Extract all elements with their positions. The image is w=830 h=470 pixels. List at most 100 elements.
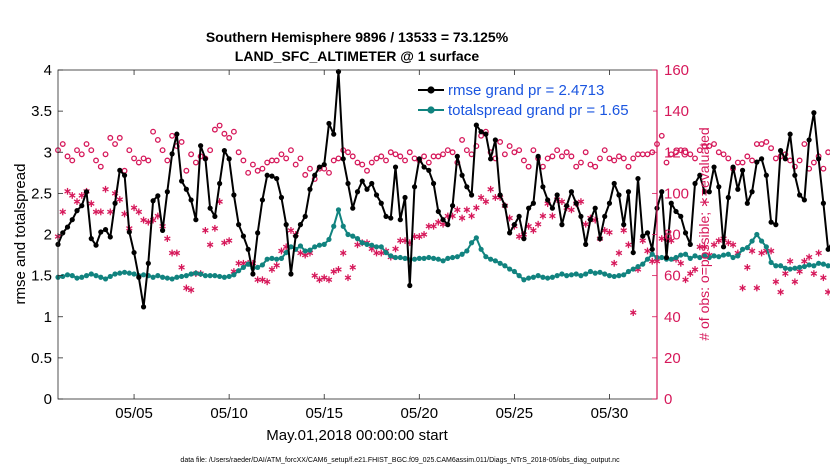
spread-point bbox=[497, 260, 503, 266]
possible-obs-marker bbox=[221, 130, 228, 137]
possible-obs-marker bbox=[78, 151, 85, 158]
possible-obs-marker bbox=[563, 149, 570, 156]
rmse-point bbox=[183, 186, 189, 192]
rmse-point bbox=[758, 156, 765, 162]
possible-obs-marker bbox=[302, 171, 309, 178]
possible-obs-marker bbox=[411, 155, 418, 162]
evaluated-obs-marker bbox=[235, 259, 242, 267]
asterisk-stroke bbox=[102, 186, 109, 192]
evaluated-obs-marker bbox=[648, 257, 656, 265]
rmse-point bbox=[711, 164, 717, 170]
spread-point bbox=[236, 268, 242, 274]
rmse-point bbox=[673, 208, 679, 215]
asterisk-stroke bbox=[687, 271, 694, 276]
spread-point bbox=[730, 254, 736, 261]
rmse-point bbox=[83, 189, 90, 195]
rmse-point bbox=[126, 229, 132, 235]
y-tick-label-right: 60 bbox=[664, 268, 681, 285]
evaluated-obs-marker bbox=[392, 245, 399, 253]
possible-obs-marker bbox=[364, 167, 370, 174]
possible-obs-marker bbox=[696, 147, 703, 154]
spread-point bbox=[169, 276, 175, 282]
asterisk-stroke bbox=[473, 205, 480, 211]
spread-point bbox=[697, 254, 703, 261]
spread-point bbox=[825, 263, 830, 269]
spread-point bbox=[606, 273, 613, 279]
evaluated-obs-marker bbox=[620, 226, 627, 234]
spread-point bbox=[811, 263, 817, 269]
possible-obs-marker bbox=[240, 157, 247, 164]
evaluated-obs-marker bbox=[687, 270, 694, 277]
asterisk-stroke bbox=[145, 219, 152, 225]
spread-point bbox=[554, 273, 560, 279]
rmse-point bbox=[193, 217, 199, 223]
asterisk-stroke bbox=[330, 269, 337, 274]
possible-obs-marker bbox=[387, 149, 394, 156]
chart-title-line2: LAND_SFC_ALTIMETER @ 1 surface bbox=[235, 48, 480, 64]
spread-point bbox=[516, 273, 522, 279]
spread-point bbox=[226, 273, 232, 280]
x-axis-label: May.01,2018 00:00:00 start bbox=[266, 427, 448, 444]
asterisk-stroke bbox=[610, 261, 618, 266]
spread-point bbox=[164, 275, 170, 281]
evaluated-obs-marker bbox=[667, 237, 675, 245]
rmse-point bbox=[535, 153, 541, 159]
y-tick-label-left: 3 bbox=[44, 144, 52, 161]
spread-point bbox=[749, 238, 755, 244]
possible-obs-marker bbox=[820, 165, 827, 172]
evaluated-obs-marker bbox=[786, 257, 794, 265]
rmse-point bbox=[521, 236, 527, 242]
rmse-point bbox=[435, 208, 441, 215]
asterisk-stroke bbox=[97, 209, 105, 215]
rmse-point bbox=[411, 184, 418, 190]
rmse-point bbox=[706, 189, 712, 195]
asterisk-stroke bbox=[206, 242, 214, 248]
rmse-point bbox=[307, 186, 313, 192]
evaluated-obs-marker bbox=[88, 200, 95, 208]
asterisk-stroke bbox=[278, 248, 285, 254]
possible-obs-marker bbox=[459, 136, 466, 143]
evaluated-obs-marker bbox=[606, 229, 613, 236]
rmse-point bbox=[64, 224, 71, 230]
possible-obs-marker bbox=[796, 157, 803, 164]
legend-rmse-marker bbox=[427, 86, 435, 94]
evaluated-obs-marker bbox=[78, 192, 86, 199]
rmse-point bbox=[340, 156, 346, 162]
rmse-point bbox=[98, 229, 104, 235]
evaluated-obs-marker bbox=[610, 259, 618, 267]
rmse-point bbox=[678, 213, 684, 220]
possible-obs-marker bbox=[178, 139, 185, 145]
possible-obs-marker bbox=[159, 147, 166, 154]
rmse-point bbox=[773, 222, 779, 228]
spread-point bbox=[592, 270, 598, 276]
possible-obs-marker bbox=[616, 153, 622, 160]
asterisk-stroke bbox=[606, 230, 613, 235]
spread-point bbox=[359, 240, 365, 246]
possible-obs-marker bbox=[668, 151, 675, 158]
spread-point bbox=[392, 254, 399, 261]
possible-obs-marker bbox=[525, 163, 532, 170]
possible-obs-marker bbox=[383, 157, 389, 164]
evaluated-obs-marker bbox=[339, 249, 347, 257]
asterisk-stroke bbox=[682, 277, 689, 283]
asterisk-stroke bbox=[539, 213, 547, 219]
rmse-point bbox=[164, 189, 170, 195]
rmse-point bbox=[245, 246, 251, 252]
asterisk-stroke bbox=[211, 226, 219, 231]
possible-obs-marker bbox=[430, 153, 437, 160]
asterisk-stroke bbox=[772, 279, 780, 285]
possible-obs-marker bbox=[245, 169, 252, 176]
spread-point bbox=[549, 274, 556, 280]
rmse-point bbox=[497, 192, 503, 198]
spread-point bbox=[649, 251, 655, 257]
evaluated-obs-marker bbox=[820, 274, 827, 282]
possible-obs-marker bbox=[497, 139, 504, 145]
rmse-point bbox=[782, 156, 788, 162]
asterisk-stroke bbox=[744, 265, 751, 270]
spread-point bbox=[217, 273, 223, 280]
spread-point bbox=[364, 241, 370, 247]
possible-obs-marker bbox=[135, 159, 142, 166]
spread-point bbox=[331, 223, 337, 229]
asterisk-stroke bbox=[173, 250, 181, 256]
spread-point bbox=[678, 252, 684, 258]
